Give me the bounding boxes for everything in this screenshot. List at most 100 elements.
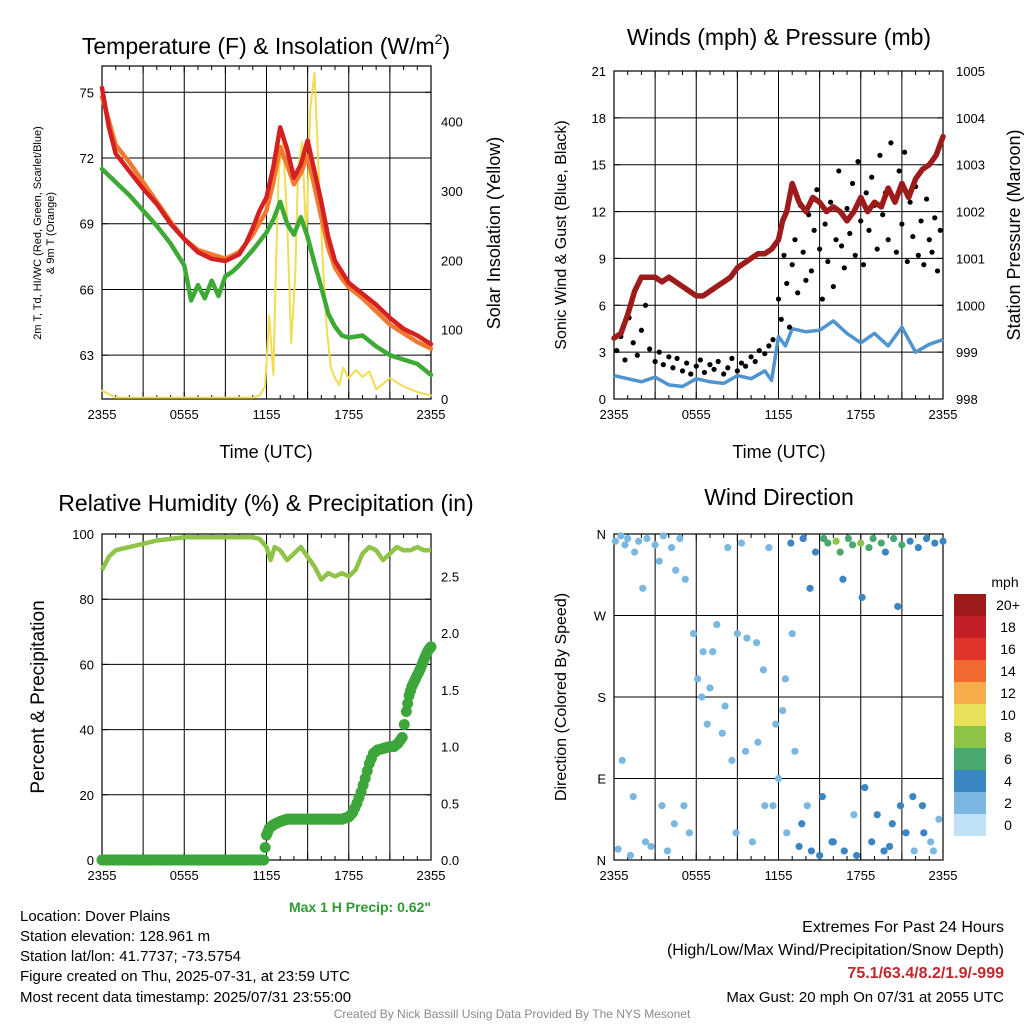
gust-point [693, 363, 699, 369]
direction-point [643, 534, 651, 543]
gust-point [715, 358, 721, 365]
legend-swatch [954, 594, 986, 616]
direction-point [663, 847, 672, 855]
max-gust-text: Max Gust: 20 mph On 07/31 at 2055 UTC [726, 989, 1004, 1006]
direction-point [611, 537, 619, 545]
credit-text: Created By Nick Bassill Using Data Provi… [333, 1007, 691, 1021]
y-tick-label: 0 [87, 853, 94, 868]
legend-swatch [954, 726, 986, 748]
gust-point [877, 152, 883, 158]
y-axis-label: Direction (Colored By Speed) [553, 593, 570, 801]
x-tick-label: 2355 [417, 407, 446, 422]
direction-point [824, 539, 832, 547]
gust-point [770, 337, 776, 343]
gust-point [808, 268, 815, 274]
gust-point [918, 218, 924, 224]
y2-axis-label-text: Solar Insolation (Yellow) [484, 137, 504, 329]
gust-point [792, 237, 798, 243]
gust-point [830, 283, 836, 290]
gust-point [756, 347, 762, 354]
gust-point [725, 365, 731, 371]
direction-point [857, 539, 865, 547]
legend-swatch [954, 792, 986, 814]
gust-point [729, 355, 735, 361]
gust-point [902, 149, 908, 155]
direction-point [709, 648, 717, 656]
direction-point [718, 729, 726, 737]
gust-point [786, 324, 793, 330]
y2-tick-label: 1.0 [441, 740, 459, 755]
series-line-relative-humidity [100, 535, 431, 582]
gust-point [893, 249, 899, 255]
gust-point [934, 268, 941, 274]
direction-point [811, 548, 820, 556]
x-tick-label: 2355 [600, 407, 629, 422]
y-tick-label: W [594, 609, 607, 624]
direction-point [787, 539, 795, 547]
legend-label: 10 [1000, 707, 1016, 723]
gust-point [697, 357, 703, 363]
gust-point [915, 252, 921, 258]
series-line-2m-t [99, 85, 434, 347]
direction-point [667, 543, 676, 552]
legend-swatch [954, 638, 986, 660]
y2-tick-label: 2.5 [441, 570, 459, 585]
direction-point [844, 534, 853, 543]
gust-point [811, 227, 817, 233]
direction-point [765, 543, 773, 552]
direction-point [783, 829, 791, 837]
x-tick-label: 2355 [600, 868, 629, 883]
direction-point [788, 630, 796, 638]
y-axis-label-line1: 2m T, Td, HI/WC (Red, Green, Scarlet/Blu… [32, 126, 44, 340]
x-tick-label: 1755 [334, 407, 363, 422]
gust-point [656, 349, 662, 355]
y-tick-label: 3 [599, 345, 606, 360]
x-tick-label: 2355 [417, 868, 446, 883]
direction-point [839, 575, 847, 583]
direction-point [618, 756, 626, 764]
y-axis-label-text: Sonic Wind & Gust (Blue, Black) [553, 120, 570, 349]
direction-point [939, 537, 947, 545]
gust-point [630, 340, 636, 346]
y2-tick-label: 0.0 [441, 853, 459, 868]
direction-point [732, 829, 740, 837]
direction-point [881, 548, 890, 556]
y-tick-label: 9 [599, 251, 606, 266]
direction-point [896, 802, 905, 810]
gust-point [880, 212, 886, 218]
gust-point [899, 221, 905, 227]
direction-point [724, 543, 732, 552]
gust-point [825, 258, 831, 265]
series-line-solar-insolation [101, 71, 432, 399]
x-tick-label: 1755 [846, 868, 875, 883]
x-tick-label: 0555 [682, 407, 711, 422]
y-tick-label: 63 [80, 348, 94, 363]
direction-point [621, 541, 629, 549]
legend-label: 18 [1000, 619, 1016, 635]
legend-swatch [954, 704, 986, 726]
direction-point [689, 630, 698, 638]
y-tick-label: 0 [599, 392, 606, 407]
direction-point [877, 539, 885, 547]
direction-point [769, 802, 777, 810]
humidity-precip-panel: 2355 0555 1155 1755 23550204060801000.00.51.… [28, 490, 474, 915]
extremes-values: 75.1/63.4/8.2/1.9/-999 [847, 965, 1004, 982]
direction-point [721, 702, 729, 710]
y-tick-label: 21 [592, 64, 606, 79]
series-line-sonic-wind [613, 319, 944, 389]
direction-point [624, 534, 632, 543]
gust-point [874, 246, 880, 252]
direction-point [614, 845, 622, 853]
legend-title: mph [991, 574, 1018, 590]
legend-label: 20+ [996, 597, 1020, 613]
direction-point [733, 630, 741, 638]
y2-tick-label: 1003 [956, 158, 985, 173]
gust-point [836, 168, 842, 174]
gust-point [614, 347, 620, 354]
y-axis-label-line2: & 9m T (Orange) [45, 192, 57, 274]
gust-point [841, 265, 847, 271]
gust-point [819, 296, 825, 302]
x-tick-label: 1155 [253, 407, 281, 422]
legend-label: 6 [1004, 751, 1012, 767]
